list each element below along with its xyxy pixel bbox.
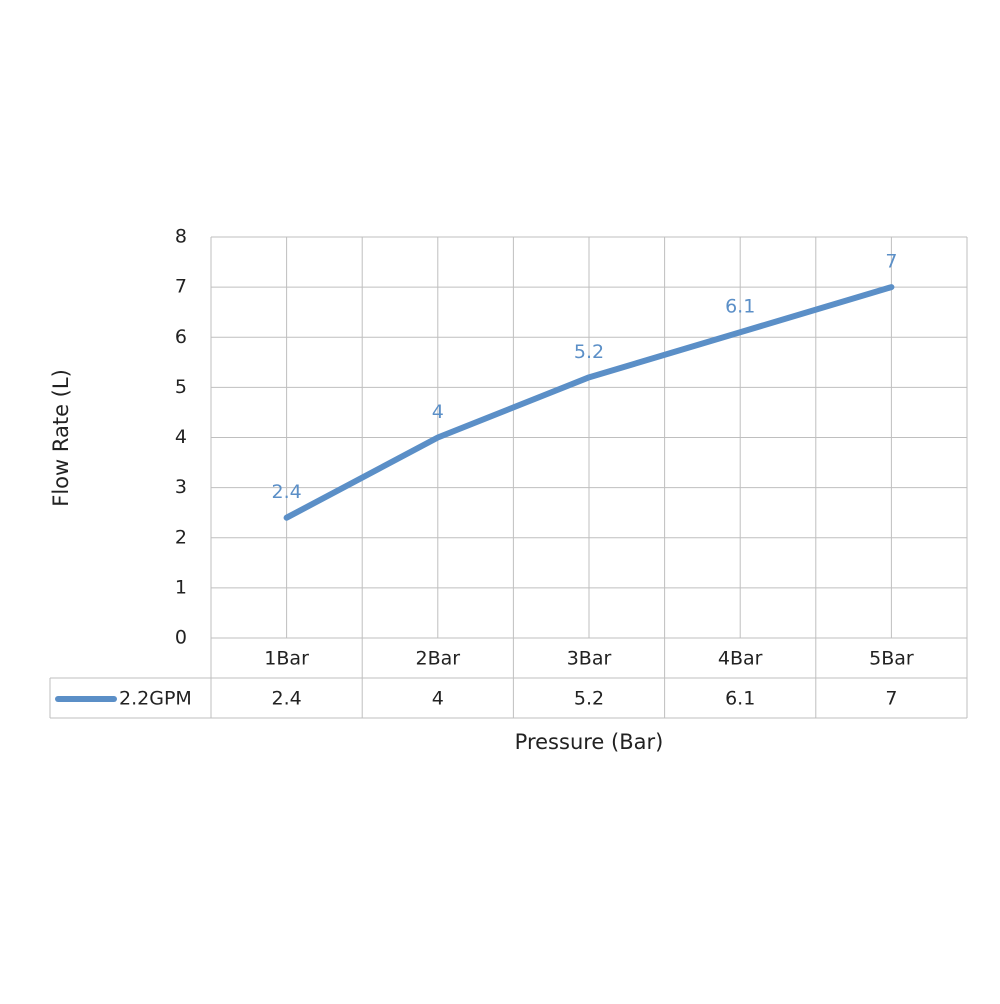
table-value: 5.2 — [574, 688, 604, 710]
data-label: 4 — [432, 401, 444, 423]
y-tick-label: 0 — [175, 627, 187, 649]
y-axis-label: Flow Rate (L) — [49, 369, 73, 507]
data-label: 5.2 — [574, 341, 604, 363]
x-axis-label: Pressure (Bar) — [515, 730, 664, 754]
series-line — [283, 284, 895, 521]
table-value: 4 — [432, 688, 444, 710]
y-tick-label: 2 — [175, 526, 187, 548]
table-value: 7 — [885, 688, 897, 710]
data-label: 7 — [885, 251, 897, 273]
table-value: 2.4 — [271, 688, 301, 710]
y-tick-label: 4 — [175, 426, 187, 448]
y-tick-label: 8 — [175, 226, 187, 248]
data-label: 6.1 — [725, 296, 755, 318]
x-tick-label: 4Bar — [718, 648, 763, 670]
y-tick-label: 7 — [175, 276, 187, 298]
x-tick-label: 5Bar — [869, 648, 914, 670]
y-tick-label: 6 — [175, 326, 187, 348]
x-tick-label: 2Bar — [416, 648, 461, 670]
y-tick-label: 3 — [175, 476, 187, 498]
table-value: 6.1 — [725, 688, 755, 710]
data-label: 2.4 — [271, 481, 301, 503]
y-tick-label: 5 — [175, 376, 187, 398]
y-tick-label: 1 — [175, 576, 187, 598]
legend-label: 2.2GPM — [119, 688, 192, 710]
x-tick-label: 3Bar — [567, 648, 612, 670]
x-tick-label: 1Bar — [264, 648, 309, 670]
